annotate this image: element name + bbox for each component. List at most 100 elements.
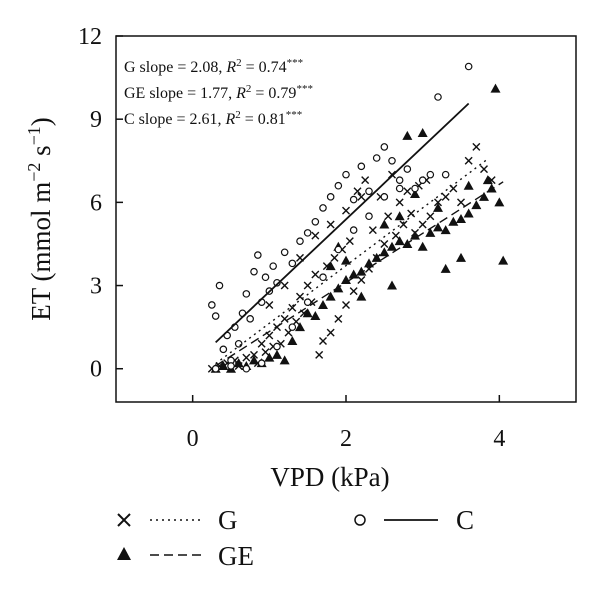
ge-point [402,130,413,140]
ge-point [364,258,374,268]
c-point [418,176,427,184]
c-point [246,315,254,323]
ge-point [371,252,382,262]
g-point [407,209,416,218]
c-point [280,248,289,257]
g-point [349,287,358,296]
c-point [257,359,266,367]
data-marks [207,62,509,373]
annotation-c: C slope = 2.61, R2 = 0.81*** [124,109,302,128]
g-point [380,239,389,248]
y-tick-label: 9 [90,107,102,133]
c-point [261,273,270,282]
ge-point [233,358,244,368]
c-point [441,170,450,179]
ge-point [394,236,405,246]
ge-point [356,291,367,301]
c-point [269,262,277,270]
y-axis-label: ET (mmol m−2 s−1) [24,117,56,321]
fit-lines [215,102,504,367]
legend-label-g: G [218,505,238,535]
ge-point [482,175,493,185]
axes: 0 2 4 0 3 6 9 12 [78,24,505,452]
g-point [334,314,343,323]
c-point [288,259,297,268]
ge-point [448,216,459,226]
ge-point [410,189,420,199]
c-point [380,193,389,201]
ge-point [433,202,443,212]
c-point [242,364,251,373]
c-point [349,226,358,234]
c-point [434,93,442,101]
ge-point [264,352,275,362]
ge-point [318,299,328,309]
ge-point [456,252,466,262]
c-point [288,323,297,331]
c-point [357,162,366,171]
g-point [464,156,473,165]
c-point [211,312,220,320]
c-point [395,184,404,193]
ge-point [498,255,509,265]
g-point [342,300,350,309]
g-point [319,337,327,345]
y-tick-label: 0 [90,357,102,383]
g-point [345,237,354,246]
c-point [215,281,224,290]
ge-point [302,308,313,318]
c-point [334,181,343,190]
ge-point [387,280,397,290]
g-point [391,231,400,240]
ge-point [341,275,351,284]
c-point [219,345,228,354]
ge-point [218,360,229,370]
ge-point [287,336,298,345]
y-tick-label: 3 [90,274,102,300]
g-point [330,253,339,262]
g-point [303,281,312,290]
g-point [480,165,488,174]
g-point [342,206,350,215]
ge-point [425,227,436,237]
ge-point [417,241,428,251]
x-axis-label: VPD (kPa) [270,462,389,492]
ge-point [272,349,282,359]
ge-point [440,225,451,235]
c-point [365,212,373,221]
c-point [464,62,473,71]
g-point [361,176,370,185]
c-point [365,187,373,196]
c-point [273,342,281,351]
ge-point [387,241,397,251]
g-fit-line [215,158,489,365]
g-point [357,192,366,201]
g-point [357,276,366,284]
g-point [280,281,289,290]
g-point [261,348,270,357]
c-point [273,278,281,287]
ge-point [249,355,259,365]
c-point [227,362,235,370]
ge-point [310,311,321,321]
ge-point [494,197,505,207]
g-point [395,198,404,207]
ge-point [490,83,501,93]
legend-marker-circle-icon [354,514,366,526]
g-point [280,314,289,323]
g-point [326,328,335,337]
c-point [395,176,404,184]
g-point [257,339,266,348]
g-point [326,220,335,229]
c-point [250,267,258,276]
ge-point [456,214,466,223]
x-tick-label: 0 [187,426,199,452]
c-point [411,184,419,193]
ge-point [417,128,428,138]
g-point [457,198,465,207]
legend-label-ge: GE [218,541,254,571]
c-point [388,156,396,165]
g-point [472,142,481,151]
c-point [380,143,389,151]
